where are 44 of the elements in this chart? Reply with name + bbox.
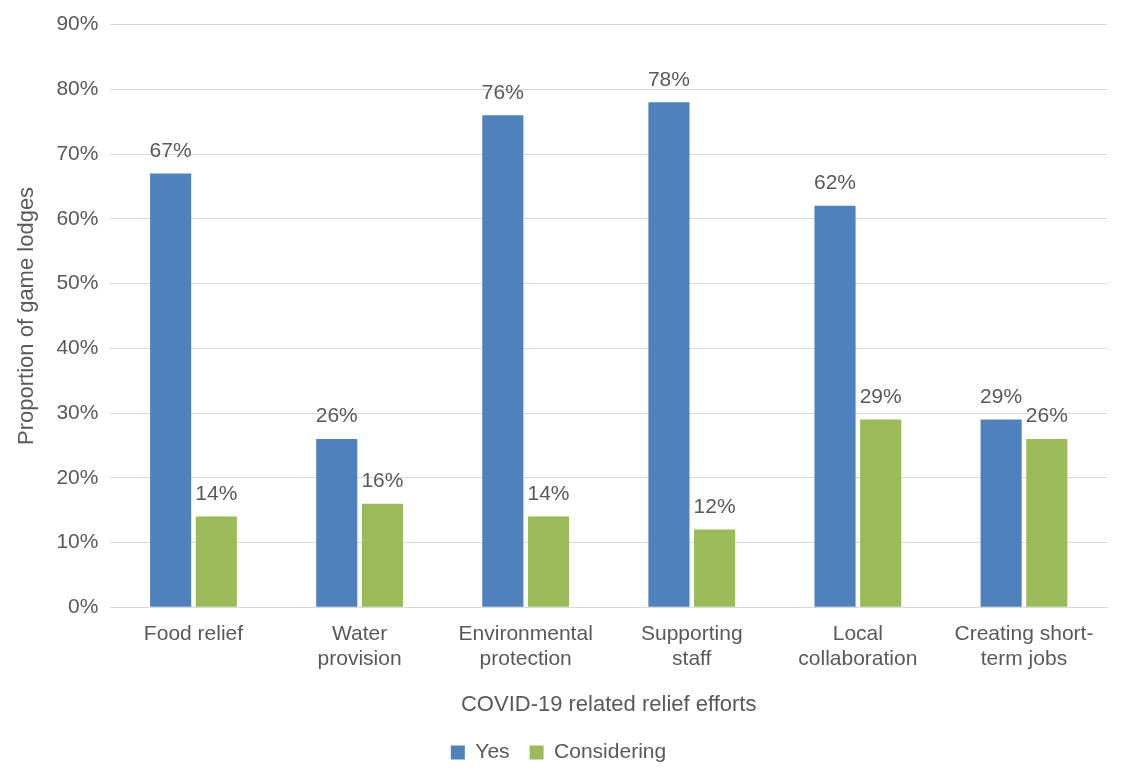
y-tick-label: 0% xyxy=(68,594,99,617)
y-tick-label: 50% xyxy=(56,270,99,294)
y-axis-title: Proportion of game lodges xyxy=(13,186,39,445)
x-tick-label: Water provision xyxy=(317,620,402,669)
y-tick-label: 90% xyxy=(56,11,99,35)
data-label: 67% xyxy=(149,137,192,161)
bar xyxy=(814,205,856,607)
bar xyxy=(980,419,1022,607)
bar xyxy=(316,438,358,607)
y-tick-label: 30% xyxy=(56,399,99,423)
y-tick-label: 10% xyxy=(56,529,99,553)
data-label: 76% xyxy=(481,79,524,103)
x-tick-label: Environmental protection xyxy=(458,620,593,669)
data-label: 12% xyxy=(693,493,736,517)
y-tick-label: 40% xyxy=(56,335,99,359)
data-label: 14% xyxy=(527,480,570,504)
y-tick-label: 80% xyxy=(56,76,99,100)
bar xyxy=(1026,438,1068,607)
x-tick-label: Creating short-term jobs xyxy=(954,620,1094,669)
bar xyxy=(860,419,902,607)
y-tick-label: 20% xyxy=(56,464,99,488)
data-label: 78% xyxy=(647,66,690,90)
data-label: 26% xyxy=(1025,403,1068,427)
bar xyxy=(694,529,736,607)
x-tick-label: Local collaboration xyxy=(798,620,918,669)
bar xyxy=(648,102,690,607)
data-label: 16% xyxy=(361,467,404,491)
bar xyxy=(482,115,524,607)
bar xyxy=(527,516,570,607)
data-label: 26% xyxy=(315,403,358,427)
x-tick-label: Food relief xyxy=(143,620,244,644)
y-tick-label: 60% xyxy=(56,205,99,229)
bar xyxy=(195,516,237,607)
data-label: 14% xyxy=(195,480,238,504)
data-label: 62% xyxy=(814,170,857,194)
bar xyxy=(150,173,192,607)
data-label: 29% xyxy=(859,383,902,407)
x-axis-title: COVID-19 related relief efforts xyxy=(460,690,757,716)
legend-label: Considering xyxy=(554,739,667,763)
x-tick-label: Supporting staff xyxy=(640,620,743,669)
bar xyxy=(361,503,403,607)
data-label: 29% xyxy=(980,383,1023,407)
y-tick-label: 70% xyxy=(56,140,99,164)
legend-label: Yes xyxy=(475,739,510,763)
